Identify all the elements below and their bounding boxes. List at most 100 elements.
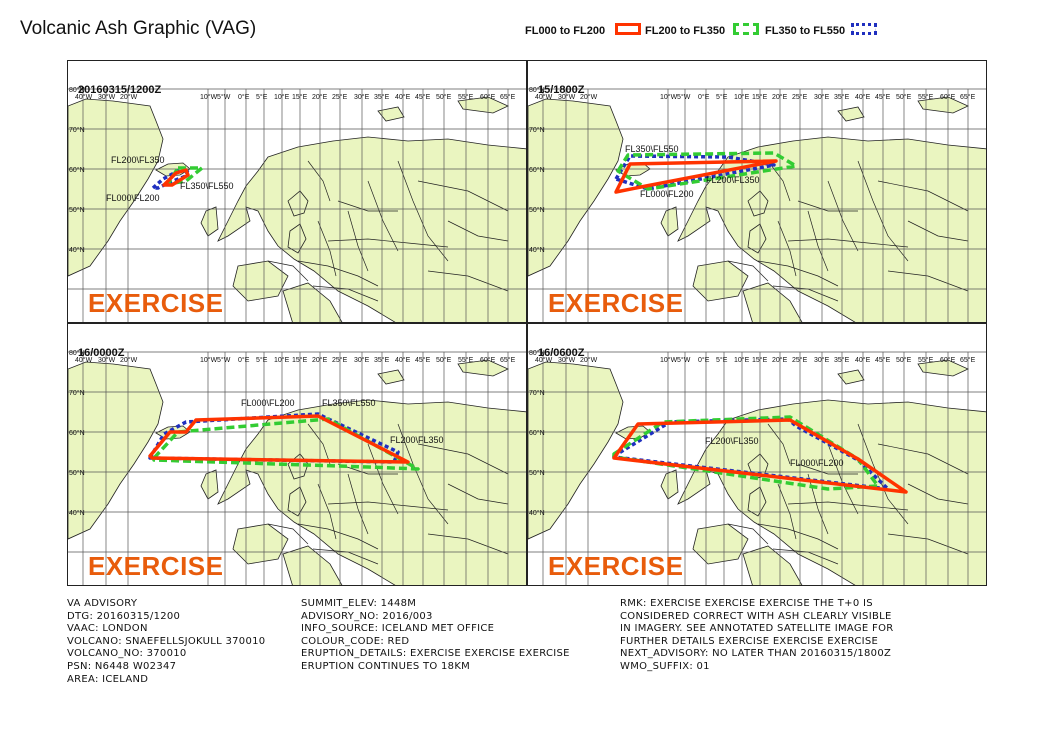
country-border [307,160,331,202]
longitude-label: 30°W [558,356,576,364]
latitude-label: 40°N [69,509,85,517]
land-mass [837,106,865,122]
advisory-line: INFO_SOURCE: ICELAND MET OFFICE [301,623,495,635]
advisory-line: VA ADVISORY [67,598,138,609]
land-mass [742,282,803,322]
longitude-label: 10°W [660,356,678,364]
advisory-line: VOLCANO_NO: 370010 [67,648,187,660]
longitude-label: 40°W [535,356,553,364]
longitude-label: 5°E [716,93,728,101]
longitude-label: 25°E [332,93,348,101]
map-svg: 40°W 30°W 20°W 10°W 5°W 0°E 5°E 10°E 15°E 20°E 25°… [68,61,526,322]
ash-plume-outline [612,418,908,494]
panel-time: 16/0000Z [78,347,125,359]
advisory-column-2: SUMMIT_ELEV: 1448M ADVISORY_NO: 2016/003… [301,598,570,674]
longitude-label: 60°E [480,356,496,364]
longitude-label: 15°E [292,93,308,101]
country-border [727,260,769,282]
ash-plume-outline [152,417,420,471]
advisory-line: CONSIDERED CORRECT WITH ASH CLEARLY VISI… [620,610,892,622]
ash-plume-outline [616,151,798,191]
country-border [317,220,337,277]
advisory-line: RMK: EXERCISE EXERCISE EXERCISE THE T+0 … [620,598,873,609]
country-border [757,260,839,287]
land-mass [660,469,679,500]
longitude-label: 10°W [660,93,678,101]
country-border [807,210,829,272]
longitude-label: 0°E [238,93,250,101]
country-border [427,270,509,292]
flight-level-label: FL200\FL350 [390,435,444,445]
longitude-label: 5°E [256,356,268,364]
country-border [797,200,858,212]
country-border [757,523,839,550]
advisory-line: DTG: 20160315/1200 [67,610,181,622]
latitude-label: 50°N [69,469,85,477]
longitude-label: 40°W [75,356,93,364]
latitude-label: 60°N [69,166,85,174]
legend-label: FL200 to FL350 [645,25,726,37]
flight-level-label: FL350\FL550 [180,181,234,191]
advisory-line: VOLCANO: SNAEFELLSJOKULL 370010 [67,635,266,647]
latitude-label: 80°N [529,86,545,94]
country-border [447,220,509,242]
country-border [777,483,797,540]
latitude-label: 80°N [69,349,85,357]
longitude-label: 45°E [875,93,891,101]
country-border [337,463,398,475]
longitude-label: 30°E [814,356,830,364]
longitude-label: 40°W [535,93,553,101]
land-mass [377,106,405,122]
advisory-line: NEXT_ADVISORY: NO LATER THAN 20160315/18… [620,648,892,660]
latitude-label: 80°N [529,349,545,357]
longitude-label: 65°E [500,93,516,101]
land-mass [917,96,969,114]
longitude-label: 0°E [238,356,250,364]
land-mass [287,190,309,217]
latitude-label: 40°N [69,246,85,254]
country-border [297,523,379,550]
land-mass [837,369,865,385]
ash-plume-outline [148,414,410,464]
map-svg: 40°W 30°W 20°W 10°W 5°W 0°E 5°E 10°E 15°E 20°E 25°… [528,61,986,322]
land-mass [282,545,343,585]
country-border [347,210,369,272]
land-mass [217,136,526,322]
exercise-watermark: EXERCISE [88,288,224,318]
longitude-label: 30°W [558,93,576,101]
latitude-label: 80°N [69,86,85,94]
land-mass [68,361,164,540]
longitude-label: 25°E [792,356,808,364]
advisory-line: AREA: ICELAND [67,673,149,685]
land-mass [282,282,343,322]
country-border [767,160,791,202]
legend-swatch-red [615,23,641,35]
latitude-label: 40°N [529,246,545,254]
country-border [877,443,969,475]
country-border [777,220,797,277]
panel-time: 20160315/1200Z [78,84,162,96]
country-border [877,180,969,212]
flight-level-label: FL000\FL200 [241,398,295,408]
longitude-label: 55°E [458,93,474,101]
advisory-line: WMO_SUFFIX: 01 [620,660,710,672]
country-border [267,523,309,545]
longitude-label: 20°E [312,93,328,101]
longitude-label: 55°E [918,93,934,101]
latitude-label: 70°N [69,389,85,397]
land-mass [200,469,219,500]
advisory-line: VAAC: LONDON [67,623,148,635]
country-border [347,473,369,535]
map-panel-4: 16/0600Z 40°W 30°W 20°W 10°W 5°W 0°E 5°E 10°E 15… [527,323,987,586]
country-border [857,160,909,262]
map-svg: 40°W 30°W 20°W 10°W 5°W 0°E 5°E 10°E 15°E 20°E 25°… [528,324,986,585]
panel-time: 16/0600Z [538,347,585,359]
longitude-label: 55°E [918,356,934,364]
ash-plume-outline [614,159,778,194]
longitude-label: 25°E [792,93,808,101]
land-mass [200,206,219,237]
latitude-label: 70°N [69,126,85,134]
country-border [367,443,399,515]
longitude-label: 65°E [960,93,976,101]
latitude-label: 50°N [69,206,85,214]
